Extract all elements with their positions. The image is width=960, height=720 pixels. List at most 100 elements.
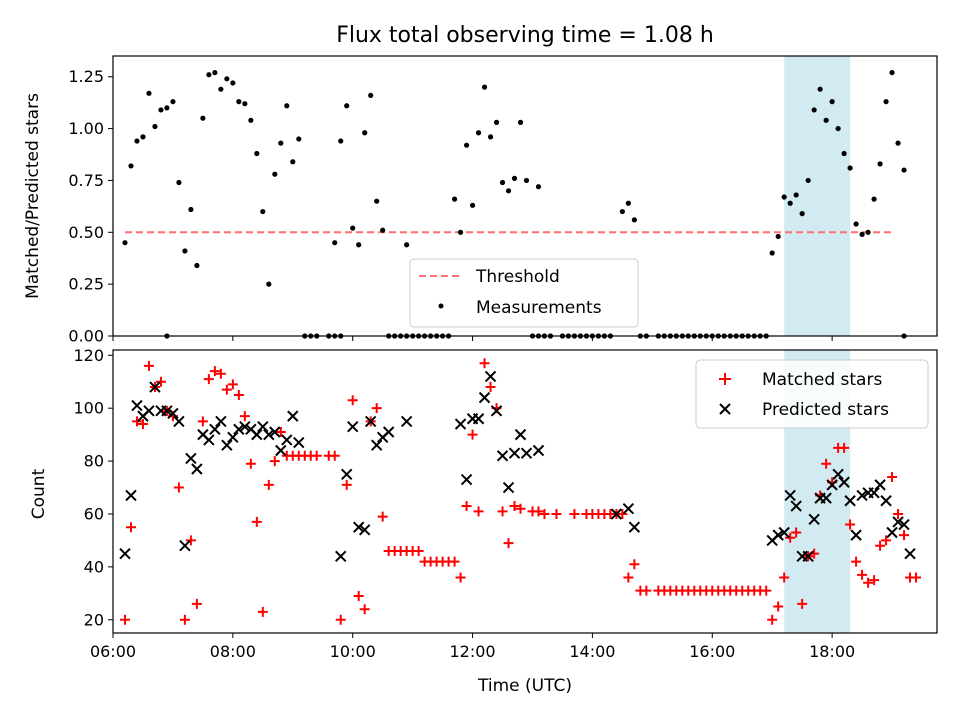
matched-star-point — [785, 532, 796, 543]
measurement-point — [206, 72, 212, 78]
bottom-y-tick-label: 80 — [84, 452, 104, 471]
predicted-star-point — [514, 428, 527, 441]
predicted-star-point — [233, 423, 245, 436]
predicted-star-point — [610, 508, 623, 520]
matched-star-point — [329, 450, 340, 461]
legend-matched-swatch — [719, 373, 731, 385]
measurement-point — [284, 103, 290, 109]
matched-star-point — [377, 511, 388, 522]
matched-star-point — [119, 614, 130, 625]
bottom-y-tick-label: 120 — [73, 346, 104, 365]
measurement-point — [487, 134, 494, 140]
measurement-point — [404, 242, 410, 248]
bottom-legend: Matched stars Predicted stars — [695, 359, 929, 429]
measurement-point — [469, 202, 476, 208]
matched-star-point — [893, 508, 904, 519]
top-y-tick-label: 0.00 — [68, 327, 104, 346]
matched-star-point — [197, 416, 208, 427]
measurement-point — [517, 119, 524, 125]
matched-star-point — [869, 575, 880, 586]
predicted-star-point — [287, 410, 299, 422]
measurement-point — [146, 90, 152, 96]
bottom-y-axis-label: Count — [29, 468, 49, 519]
predicted-star-point — [874, 479, 886, 491]
predicted-star-point — [892, 516, 904, 528]
matched-star-point — [857, 569, 868, 580]
measurement-point — [176, 179, 182, 186]
x-tick-label: 08:00 — [210, 642, 256, 661]
measurement-point — [481, 84, 488, 90]
predicted-star-point — [185, 452, 197, 465]
matched-star-point — [137, 419, 148, 430]
predicted-star-point — [251, 428, 263, 441]
predicted-star-point — [532, 444, 545, 457]
matched-star-point — [203, 374, 214, 385]
matched-star-point — [773, 601, 784, 612]
matched-star-point — [359, 604, 370, 615]
top-y-axis-label: Matched/Predicted stars — [23, 93, 43, 299]
matched-star-point — [473, 506, 484, 517]
measurement-point — [895, 140, 901, 146]
predicted-star-point — [790, 500, 802, 512]
bottom-axes-frame — [112, 349, 938, 634]
predicted-star-point — [502, 481, 515, 494]
predicted-star-point — [472, 413, 485, 425]
measurement-point — [535, 184, 542, 190]
predicted-star-point — [886, 526, 898, 539]
matched-star-point — [257, 606, 268, 617]
measurement-point — [775, 233, 781, 240]
matched-star-point — [485, 382, 496, 393]
matched-star-point — [131, 416, 142, 427]
measurement-point — [451, 196, 458, 202]
measurement-point — [272, 171, 278, 177]
top-y-tick-label: 1.25 — [68, 67, 104, 86]
measurement-point — [188, 206, 194, 213]
measurement-point — [338, 138, 344, 144]
predicted-star-point — [239, 420, 251, 433]
measurement-point — [158, 107, 164, 113]
matched-star-point — [263, 479, 274, 490]
predicted-star-point — [161, 405, 173, 417]
predicted-star-point — [772, 529, 784, 541]
matched-star-point — [479, 358, 490, 369]
predicted-star-point — [335, 550, 347, 563]
predicted-star-point — [478, 391, 491, 404]
matched-star-point — [899, 530, 910, 541]
matched-star-point — [191, 598, 202, 609]
measurement-point — [296, 136, 302, 142]
bottom-legend-box — [695, 359, 929, 429]
predicted-star-point — [808, 513, 820, 525]
matched-star-point — [509, 501, 520, 512]
matched-star-point — [215, 368, 226, 379]
predicted-star-point — [496, 450, 509, 462]
matched-star-point — [341, 479, 352, 490]
x-tick-label: 16:00 — [689, 642, 735, 661]
predicted-star-point — [358, 524, 371, 536]
bottom-y-tick-label: 100 — [73, 399, 104, 418]
matched-star-point — [851, 556, 862, 567]
matched-star-point — [911, 572, 922, 583]
matched-star-point — [233, 389, 244, 400]
measurement-point — [499, 179, 506, 186]
matched-star-point — [269, 456, 280, 467]
predicted-star-point — [125, 489, 137, 502]
top-y-tick-label: 0.25 — [68, 275, 104, 294]
predicted-star-point — [275, 444, 287, 457]
measurement-point — [212, 69, 218, 76]
measurement-point — [847, 165, 853, 171]
predicted-star-point — [802, 550, 814, 563]
matched-star-point — [863, 577, 874, 588]
measurement-point — [182, 248, 188, 254]
top-legend-box — [409, 258, 639, 328]
predicted-star-point — [281, 434, 293, 446]
x-tick-label: 18:00 — [809, 642, 855, 661]
measurement-point — [493, 119, 500, 125]
predicted-star-point — [347, 420, 359, 433]
measurement-point — [889, 69, 895, 76]
measurement-point — [278, 140, 284, 146]
measurement-point — [823, 117, 829, 123]
measurement-point — [835, 125, 841, 132]
matched-star-point — [179, 614, 190, 625]
measurement-point — [457, 229, 464, 235]
matched-star-point — [347, 395, 358, 406]
